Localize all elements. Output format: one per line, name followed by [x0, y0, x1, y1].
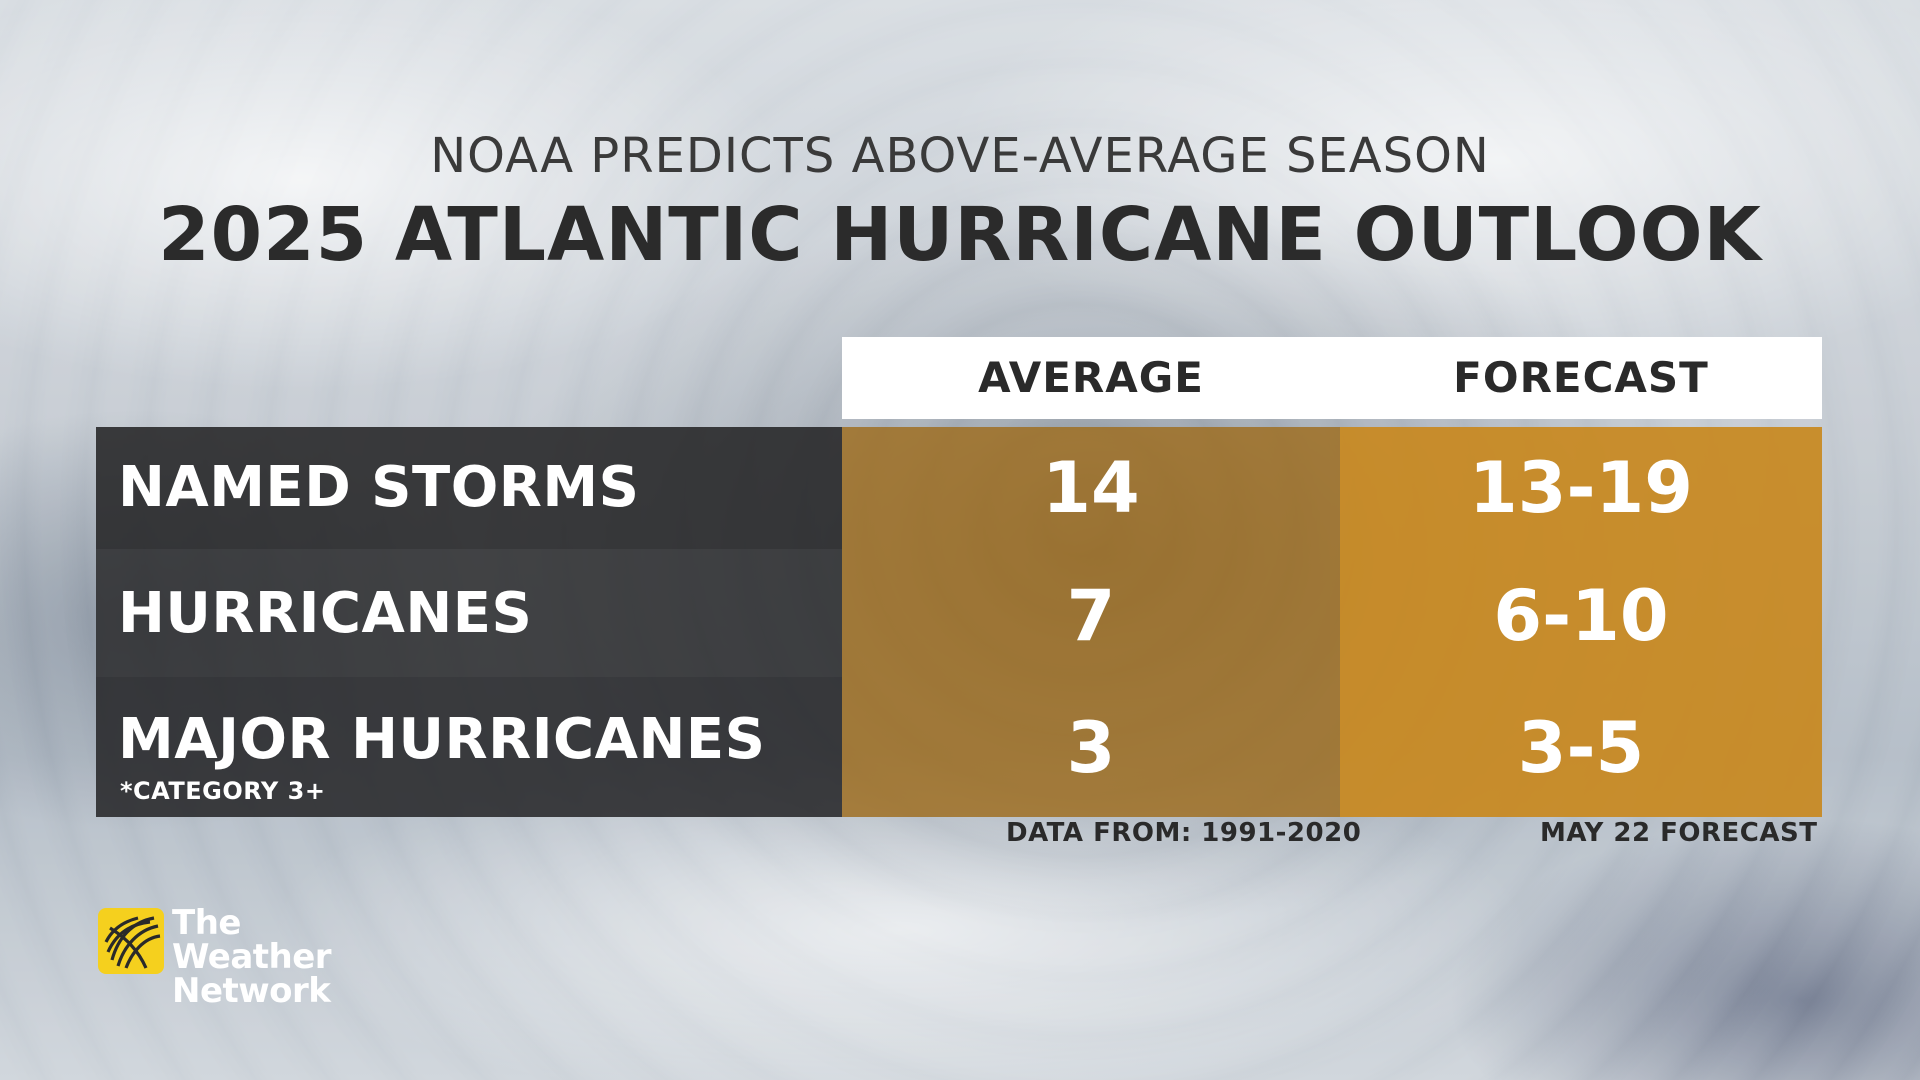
average-source-note: DATA FROM: 1991-2020: [1006, 818, 1362, 848]
average-value-cell: 7: [842, 549, 1340, 677]
row-label: HURRICANES: [118, 581, 533, 646]
forecast-value: 13-19: [1469, 447, 1693, 529]
globe-icon-svg: [104, 916, 161, 969]
forecast-value-cell: 3-5: [1340, 677, 1822, 817]
column-header-bar: AVERAGE FORECAST: [842, 337, 1822, 419]
forecast-date-note: MAY 22 FORECAST: [1540, 818, 1818, 848]
forecast-value: 3-5: [1517, 707, 1645, 789]
globe-icon: [98, 908, 164, 974]
row-label: NAMED STORMS: [118, 455, 640, 520]
row-label: MAJOR HURRICANES: [118, 707, 766, 772]
forecast-value: 6-10: [1493, 575, 1669, 657]
page-title: 2025 ATLANTIC HURRICANE OUTLOOK: [158, 192, 1762, 278]
table-row-major-hurricanes: MAJOR HURRICANES *CATEGORY 3+ 3 3-5: [96, 677, 1822, 817]
average-value: 7: [1066, 575, 1116, 657]
average-value-cell: 14: [842, 427, 1340, 549]
average-value: 3: [1066, 707, 1116, 789]
row-label-cell: NAMED STORMS: [96, 427, 842, 549]
forecast-value-cell: 13-19: [1340, 427, 1822, 549]
column-header-forecast: FORECAST: [1453, 353, 1709, 402]
row-label-cell: MAJOR HURRICANES *CATEGORY 3+: [96, 677, 842, 817]
row-label-cell: HURRICANES: [96, 549, 842, 677]
brand-line-1: The Weather: [172, 903, 332, 977]
subtitle: NOAA PREDICTS ABOVE-AVERAGE SEASON: [430, 128, 1490, 184]
average-value-cell: 3: [842, 677, 1340, 817]
brand-line-2: Network: [172, 971, 331, 1011]
table-row-named-storms: NAMED STORMS 14 13-19: [96, 427, 1822, 549]
brand-wordmark: The Weather Network: [172, 906, 398, 1008]
brand-logo: The Weather Network: [98, 906, 398, 1008]
row-note: *CATEGORY 3+: [120, 777, 326, 805]
column-header-average: AVERAGE: [978, 353, 1204, 402]
table-row-hurricanes: HURRICANES 7 6-10: [96, 549, 1822, 677]
outlook-table: NAMED STORMS 14 13-19 HURRICANES 7 6-10 …: [96, 427, 1822, 817]
forecast-value-cell: 6-10: [1340, 549, 1822, 677]
average-value: 14: [1042, 447, 1140, 529]
